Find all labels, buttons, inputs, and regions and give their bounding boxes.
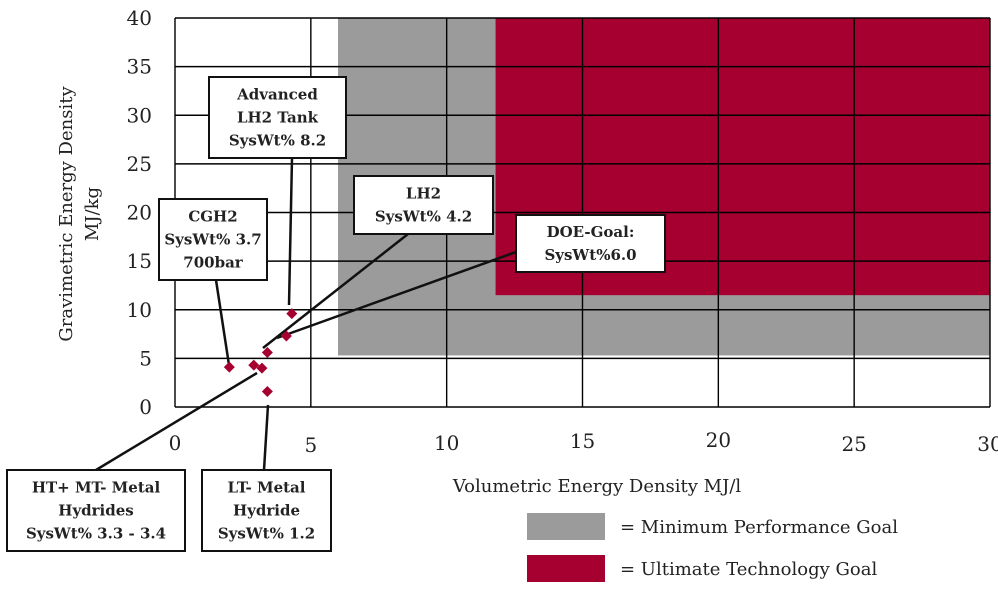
cgh2-callout-box xyxy=(158,198,268,281)
y-tick-label: 10 xyxy=(127,298,152,322)
advanced-lh2-tank-callout-leader xyxy=(287,157,294,306)
x-tick-label: 5 xyxy=(304,433,317,457)
advanced-lh2-tank-callout-box xyxy=(208,76,347,159)
metal-hydrides-callout-leader xyxy=(95,371,258,472)
x-tick-label: 30 xyxy=(977,432,998,456)
lh2-callout-text: LH2 xyxy=(406,185,441,203)
y-tick-label: 15 xyxy=(127,249,152,273)
data-point xyxy=(261,385,273,397)
data-point xyxy=(248,359,260,371)
cgh2-callout-leader xyxy=(214,279,231,366)
x-tick-label: 0 xyxy=(169,431,182,455)
y-tick-label: 25 xyxy=(127,152,152,176)
x-tick-label: 20 xyxy=(706,428,731,452)
data-points xyxy=(223,308,298,397)
data-point xyxy=(223,361,235,373)
doe-goal-callout-text: SysWt%6.0 xyxy=(544,246,636,264)
y-tick-label: 20 xyxy=(127,201,152,225)
cgh2-callout-text: SysWt% 3.7 xyxy=(164,231,261,249)
y-axis-title-line1: Gravimetric Energy Density xyxy=(56,86,77,342)
tick-labels: 0 5 10 15 20 25 30 35 40 0 5 10 15 20 25 30 xyxy=(127,6,998,457)
metal-hydrides-callout-text: Hydrides xyxy=(58,502,133,520)
data-point xyxy=(256,362,268,374)
metal-hydrides-callout-text: SysWt% 3.3 - 3.4 xyxy=(26,525,166,543)
data-point xyxy=(261,347,273,359)
doe-goal-callout-leader xyxy=(276,250,517,340)
advanced-lh2-tank-callout-text: LH2 Tank xyxy=(237,109,319,127)
lt-metal-hydride-callout-text: Hydride xyxy=(233,502,300,520)
legend-swatch xyxy=(527,555,605,582)
y-tick-label: 35 xyxy=(127,55,152,79)
lt-metal-hydride-callout-box xyxy=(201,469,332,552)
lh2-callout-leader xyxy=(262,233,409,349)
legend-label: = Minimum Performance Goal xyxy=(620,517,898,538)
x-tick-label: 25 xyxy=(841,432,866,456)
y-tick-label: 40 xyxy=(127,6,152,30)
x-tick-label: 10 xyxy=(434,431,459,455)
lt-metal-hydride-callout-text: LT- Metal xyxy=(228,479,306,497)
data-point xyxy=(280,330,292,342)
x-tick-label: 15 xyxy=(570,429,595,453)
callout-leader-lines xyxy=(95,157,517,472)
lh2-callout-box xyxy=(353,175,494,235)
y-tick-label: 30 xyxy=(127,103,152,127)
x-axis-title: Volumetric Energy Density MJ/l xyxy=(452,476,742,497)
legend-swatch xyxy=(527,513,605,540)
y-axis-title-line2: MJ/kg xyxy=(82,187,103,241)
lh2-callout-text: SysWt% 4.2 xyxy=(375,208,472,226)
lt-metal-hydride-callout-text: SysWt% 1.2 xyxy=(218,525,315,543)
data-point xyxy=(286,308,298,320)
lt-metal-hydride-callout-leader xyxy=(262,404,270,471)
cgh2-callout-text: 700bar xyxy=(183,254,244,272)
doe-goal-callout-box xyxy=(515,214,666,273)
legend: = Minimum Performance Goal = Ultimate Tec… xyxy=(527,513,898,582)
metal-hydrides-callout-box xyxy=(6,469,186,552)
y-tick-label: 0 xyxy=(139,395,152,419)
advanced-lh2-tank-callout-text: SysWt% 8.2 xyxy=(229,132,326,150)
legend-label: = Ultimate Technology Goal xyxy=(620,559,877,580)
y-tick-label: 5 xyxy=(139,346,152,370)
metal-hydrides-callout-text: HT+ MT- Metal xyxy=(32,479,161,497)
callouts: Advanced LH2 Tank SysWt% 8.2 CGH2 SysWt% 3.7… xyxy=(6,76,666,552)
advanced-lh2-tank-callout-text: Advanced xyxy=(236,86,318,104)
cgh2-callout-text: CGH2 xyxy=(188,208,237,226)
doe-goal-callout-text: DOE-Goal: xyxy=(547,223,635,241)
